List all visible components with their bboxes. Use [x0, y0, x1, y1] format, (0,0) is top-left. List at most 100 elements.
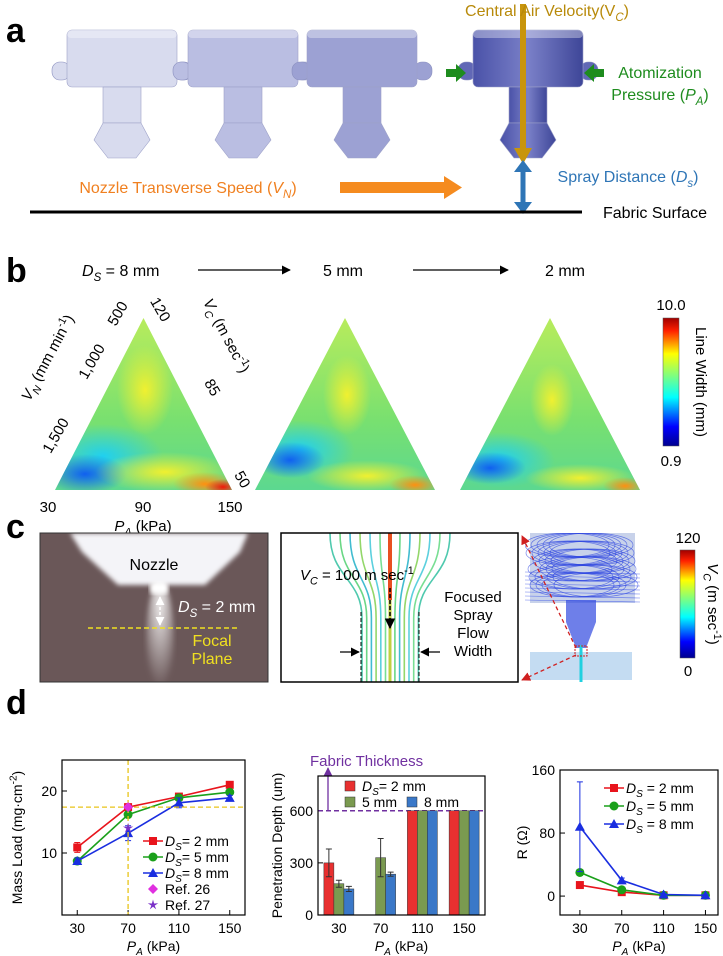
- marker: [575, 881, 584, 890]
- colorbar-max: 120: [675, 530, 700, 547]
- chart: 30 70 110 150 10 20 Mass Load (mg·cm-2) PA (kPa…: [8, 759, 246, 956]
- map-region: [173, 472, 232, 490]
- label: Nozzle Transverse Speed (VN): [79, 180, 296, 201]
- legend-label: DS= 2 mm: [165, 833, 229, 853]
- text-segment: ): [703, 87, 708, 104]
- sim-streamline: [525, 583, 640, 587]
- label: Plane: [192, 651, 233, 668]
- text-segment: -1: [711, 630, 723, 640]
- bar: [448, 810, 460, 916]
- vn-tick: 1,000: [75, 341, 108, 382]
- legend-label: 5 mm: [362, 794, 397, 810]
- legend-label: 8 mm: [424, 794, 459, 810]
- text-segment: N: [283, 189, 292, 201]
- sim-streamline: [525, 571, 640, 575]
- legend-swatch: [344, 796, 356, 808]
- colorbar: [662, 317, 680, 447]
- text-segment: (kPa): [628, 938, 665, 954]
- label: Width: [454, 643, 492, 660]
- text-segment: D: [165, 865, 175, 881]
- panel-label: c: [6, 508, 25, 546]
- y-tick-label: 0: [305, 907, 313, 923]
- marker: [123, 802, 134, 813]
- bar: [385, 873, 396, 916]
- panel-label: d: [6, 684, 27, 722]
- text-segment: = 2 mm: [182, 833, 229, 849]
- text-segment: Mass Load (mg·cm: [9, 784, 25, 904]
- streamline: [339, 533, 368, 682]
- distance-label: 5 mm: [323, 263, 363, 280]
- x-axis-title: PA (kPa): [612, 938, 665, 956]
- error-bar: [387, 871, 394, 877]
- legend-label: DS = 5 mm: [626, 798, 694, 818]
- text-segment: = 8 mm: [643, 816, 694, 832]
- text-segment: S: [175, 842, 182, 853]
- marker: [575, 867, 585, 877]
- pressure-arrow: [584, 64, 604, 82]
- marker: [574, 821, 585, 831]
- nozzle-neck: [223, 86, 263, 124]
- streamline: [329, 533, 363, 682]
- marker: [123, 810, 133, 820]
- marker: [73, 843, 82, 852]
- error-bar: [335, 879, 342, 888]
- pa-tick: 90: [135, 499, 152, 516]
- text-segment: P: [114, 518, 124, 535]
- text-segment: P: [127, 938, 137, 954]
- nozzle-tip: [93, 122, 151, 159]
- nozzle-tip: [214, 122, 272, 159]
- x-tick-label: 150: [452, 920, 476, 936]
- text-segment: A: [621, 947, 629, 956]
- label: DS = 2 mm: [178, 599, 255, 620]
- nozzle-body: [187, 29, 299, 88]
- text-segment: = 2 mm: [643, 780, 694, 796]
- marker: [617, 885, 627, 895]
- nozzle: [291, 29, 433, 159]
- y-tick-label: 80: [539, 825, 555, 841]
- text-segment: A: [383, 947, 391, 956]
- sim-streamline: [525, 595, 640, 599]
- text-segment: S: [94, 272, 102, 284]
- nozzle-rim: [188, 30, 298, 38]
- focal-box: [574, 645, 588, 657]
- x-tick-label: 70: [373, 920, 389, 936]
- text-segment: Spray Distance (: [558, 169, 677, 186]
- series-line: [76, 791, 230, 862]
- nozzle-tip: [150, 582, 168, 594]
- error-bar: [377, 838, 384, 878]
- legend-marker: [610, 784, 618, 792]
- distance-arrowhead: [514, 202, 532, 214]
- text-segment: ): [693, 169, 698, 186]
- threshold-label: Fabric Thickness: [310, 753, 423, 770]
- text-segment: D: [165, 849, 175, 865]
- legend-label: DS= 5 mm: [165, 849, 229, 869]
- text-segment: (m sec: [704, 581, 721, 631]
- nozzle-body: [66, 29, 178, 88]
- error-bar: [345, 885, 352, 893]
- text-segment: V: [300, 567, 312, 584]
- text-segment: D: [362, 778, 372, 794]
- text-segment: ): [291, 180, 296, 197]
- label: Flow: [457, 625, 489, 642]
- text-segment: = 8 mm: [101, 263, 159, 280]
- pressure-arrow: [446, 64, 466, 82]
- text-segment: S: [636, 807, 643, 818]
- text-segment: D: [626, 816, 636, 832]
- label: Spray: [453, 607, 493, 624]
- x-tick-label: 110: [652, 920, 675, 936]
- marker: [72, 856, 83, 866]
- text-segment: -1: [404, 565, 414, 577]
- legend-swatch: [344, 780, 356, 792]
- text-segment: Nozzle Transverse Speed (: [79, 180, 273, 197]
- bar: [458, 810, 470, 916]
- sim-streamline: [549, 540, 635, 566]
- bar: [333, 883, 345, 916]
- text-segment: P: [375, 938, 385, 954]
- ternary-map: [55, 318, 232, 490]
- text-segment: S: [175, 874, 182, 885]
- legend-label: DS = 8 mm: [626, 816, 694, 836]
- map-region: [323, 355, 371, 435]
- nozzle-rim: [307, 30, 417, 38]
- panel-label: b: [6, 252, 27, 290]
- text-segment: = 5 mm: [643, 798, 694, 814]
